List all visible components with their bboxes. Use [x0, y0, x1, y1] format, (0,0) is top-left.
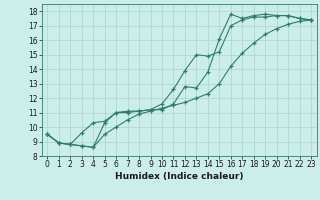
- X-axis label: Humidex (Indice chaleur): Humidex (Indice chaleur): [115, 172, 244, 181]
